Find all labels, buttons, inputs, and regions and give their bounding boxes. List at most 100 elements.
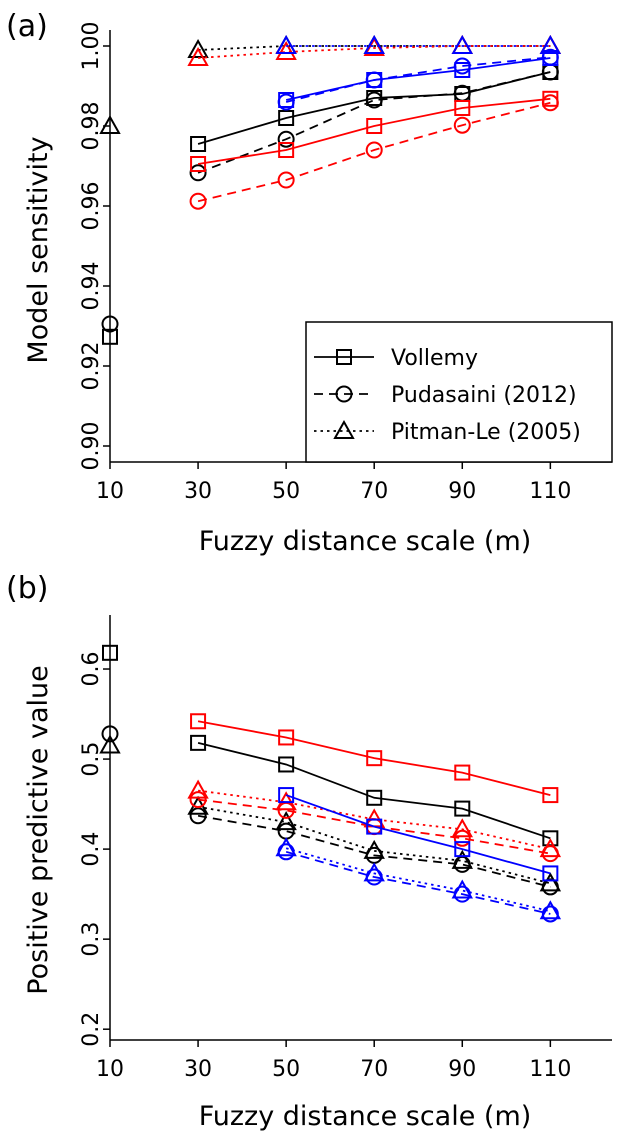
panel-a-data-point-circle: [189, 164, 207, 182]
panel-b-data-point-triangle: [539, 872, 562, 892]
panel-a-series-line: [198, 45, 551, 59]
panel-b-label: (b): [6, 571, 48, 606]
panel-b-y-tick-label: 0.2: [79, 1012, 104, 1047]
panel-a-x-tick-label: 70: [360, 479, 388, 504]
panel-a-x-axis-title: Fuzzy distance scale (m): [199, 526, 532, 557]
panel-a-data-point-circle: [365, 71, 383, 89]
panel-a-series-red-square: [190, 90, 559, 172]
panel-b-y-tick-label: 0.3: [79, 922, 104, 957]
panel-a-data-point-circle: [277, 130, 295, 148]
panel-a-series-line: [197, 101, 551, 203]
panel-a-data-point-triangle: [275, 34, 297, 54]
legend-label: Pudasaini (2012): [391, 383, 577, 408]
panel-b-data-point-triangle: [451, 879, 473, 899]
panel-a-data-point-circle: [365, 91, 383, 109]
panel-a-label: (a): [6, 9, 48, 44]
panel-a-data-point-circle: [277, 93, 295, 111]
panel-a-data-point-triangle: [451, 34, 473, 54]
panel-a-data-point-triangle: [187, 46, 209, 66]
panel-b-single-point-triangle: [99, 734, 121, 754]
panel-b-data-point-square: [542, 865, 559, 882]
panel-b-data-point-triangle: [275, 811, 297, 831]
panel-a-series-red-triangle: [187, 34, 562, 66]
panel-a-series-blue-circle: [277, 48, 559, 111]
panel-a-data-point-square: [190, 156, 207, 172]
panel-a-data-point-circle: [453, 116, 471, 134]
panel-a-data-point-triangle: [451, 34, 473, 54]
panel-a-y-tick-label: 0.96: [79, 182, 104, 231]
panel-b-series-red-square: [190, 713, 559, 804]
panel-a-data-point-circle: [277, 171, 295, 189]
panel-a-x-tick-label: 10: [96, 479, 124, 504]
panel-b-x-tick-label: 90: [448, 1057, 476, 1082]
panel-a-y-tick-label: 1.00: [79, 22, 104, 71]
panel-b-data-point-square: [366, 818, 383, 835]
panel-b-data-point-triangle: [363, 839, 385, 859]
panel-a-axes: 10 30 50 70 90 110 0.90 0.92 0.94 0.96 0.98 1.00: [79, 22, 612, 504]
panel-b-series-line: [197, 789, 551, 850]
panel-b-x-tick-label: 30: [184, 1057, 212, 1082]
legend-marker-square: [336, 349, 352, 365]
panel-b-data-point-square: [190, 713, 207, 730]
panel-b-x-tick-label: 50: [272, 1057, 300, 1082]
panel-b-data-point-square: [278, 787, 295, 804]
panel-b-x-tick-label: 10: [96, 1057, 124, 1082]
panel-a-series-line: [285, 57, 551, 101]
panel-a-x-tick-label: 110: [529, 479, 571, 504]
panel-a-single-point-triangle: [99, 114, 121, 134]
panel-a-sensitivity-chart: (a) 10 30 50 70 90 110 0.90 0.92 0.94 0.96 0.98 1.0…: [6, 9, 613, 557]
panel-a-data-point-triangle: [451, 34, 473, 54]
panel-b-data-point-square: [542, 787, 559, 804]
panel-a-data-point-square: [190, 136, 207, 152]
panel-b-series-line: [197, 741, 551, 840]
panel-b-series-line: [285, 850, 551, 915]
panel-b-series-line: [197, 814, 551, 888]
panel-b-data-point-square: [278, 729, 295, 746]
panel-a-series-line: [197, 71, 551, 145]
panel-b-axes: 10 30 50 70 90 110 0.2 0.3 0.4 0.5 0.6: [79, 615, 612, 1082]
panel-b-y-tick-label: 0.4: [79, 832, 104, 867]
panel-a-data-point-triangle: [275, 40, 297, 60]
panel-b-data-point-triangle: [539, 838, 562, 858]
panel-b-data-point-square: [278, 756, 295, 773]
panel-b-data-point-square: [454, 800, 471, 817]
panel-b-y-tick-label: 0.6: [79, 652, 104, 687]
panel-a-y-tick-label: 0.98: [79, 102, 104, 151]
panel-a-series-blue-triangle: [275, 34, 562, 54]
panel-a-x-tick-label: 90: [448, 479, 476, 504]
panel-b-data-marks: [99, 644, 562, 923]
panel-b-single-point-square: [102, 644, 118, 661]
legend-marker-triangle: [333, 419, 355, 439]
panel-b-data-point-square: [366, 750, 383, 767]
legend-box: [305, 321, 613, 463]
panel-b-data-point-square: [366, 789, 383, 806]
panel-b-data-point-triangle: [451, 818, 473, 838]
legend-label: Vollemy: [391, 346, 478, 371]
panel-b-data-point-square: [454, 764, 471, 781]
panel-b-data-point-square: [190, 734, 207, 751]
panel-b-x-tick-label: 110: [529, 1057, 571, 1082]
panel-b-data-point-triangle: [363, 862, 385, 882]
panel-a-data-point-square: [366, 118, 383, 134]
panel-a-data-point-triangle: [363, 34, 385, 54]
panel-a-series-line: [197, 71, 551, 174]
panel-a-series-line: [197, 97, 551, 165]
panel-b-data-point-circle: [189, 807, 207, 825]
panel-a-y-tick-label: 0.94: [79, 262, 104, 311]
panel-a-series-red-circle: [189, 94, 559, 210]
panel-a-data-point-triangle: [187, 38, 209, 58]
panel-b-data-point-circle: [453, 829, 471, 847]
panel-a-data-point-triangle: [539, 34, 562, 54]
panel-b-series-line: [285, 794, 551, 875]
panel-a-data-point-circle: [541, 48, 559, 66]
panel-a-data-marks: [99, 34, 562, 345]
panel-a-x-tick-label: 30: [184, 479, 212, 504]
panel-a-data-point-circle: [365, 141, 383, 159]
panel-a-data-point-circle: [541, 94, 559, 112]
panel-b-data-point-triangle: [539, 900, 562, 920]
panel-a-series-blue-square: [278, 50, 559, 108]
panel-b-series-line: [197, 805, 551, 885]
panel-a-y-tick-label: 0.92: [79, 342, 104, 391]
panel-b-x-axis-title: Fuzzy distance scale (m): [199, 1101, 532, 1132]
panel-b-series-line: [285, 847, 551, 913]
